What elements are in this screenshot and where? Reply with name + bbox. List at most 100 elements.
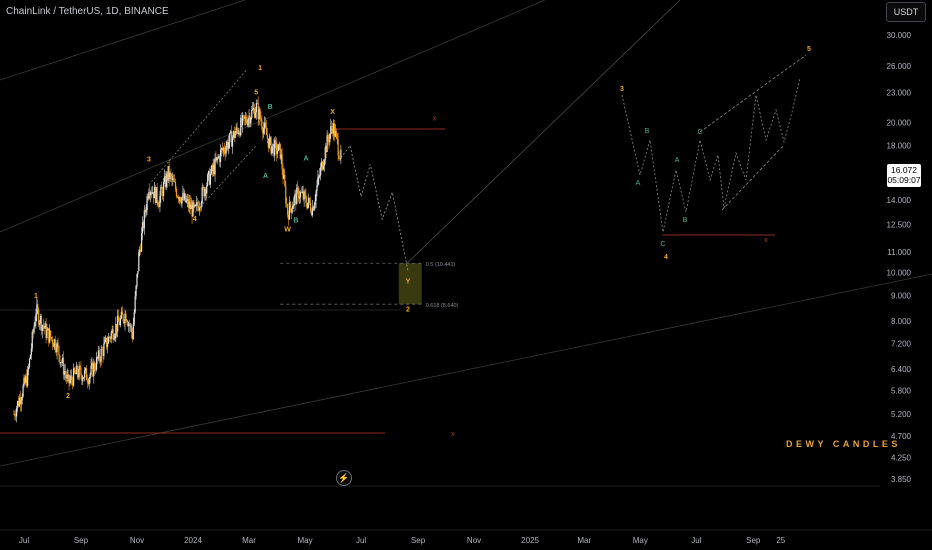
y-tick-label: 14.000 [887,196,912,205]
candle-body [39,323,41,325]
candle-body [275,140,277,142]
candle-body [305,194,307,203]
candle-body [53,339,55,347]
candle-body [94,363,96,370]
candle-body [87,381,89,384]
candle-body [48,328,50,343]
candle-body [18,397,21,406]
candle-body [248,115,250,120]
candle-body [169,172,171,179]
candle-body [98,350,100,360]
candle-body [234,133,236,138]
inset-wave-label: C [660,241,665,248]
candle-body [43,326,45,329]
candle-body [106,337,108,348]
candle-body [198,207,201,211]
candle-body [253,108,256,118]
candle-body [66,375,68,379]
candle-body [95,369,97,371]
inset-wave-label: A [636,180,641,187]
x-tick-label: 25 [776,536,785,545]
candle-body [291,208,293,213]
candle-body [230,131,233,147]
candle-body [38,309,40,325]
candle-body [335,131,337,135]
candle-body [227,142,229,149]
candle-body [20,400,22,405]
channel-line [148,69,247,186]
candle-body [292,205,294,209]
candle-body [67,374,69,376]
candle-body [286,203,288,205]
candle-body [108,337,111,338]
candle-body [223,147,225,152]
candle-body [267,138,269,148]
candle-body [25,376,27,383]
candle-body [288,202,291,220]
candle-body [158,205,160,207]
candle-body [149,192,151,196]
candle-body [334,131,336,137]
candle-body [254,112,257,118]
lightning-icon[interactable]: ⚡ [336,470,352,486]
candle-body [32,331,34,333]
candle-body [134,296,136,313]
candle-body [309,197,311,204]
candle-body [314,200,316,205]
last-price-tag: 16.072 05:09:07 [887,164,921,187]
candle-body [212,164,214,172]
candle-body [153,186,156,199]
candle-body [24,377,26,383]
candle-body [320,161,323,167]
candle-body [174,181,176,183]
candle-body [278,143,280,145]
y-tick-label: 3.850 [891,475,912,484]
candle-body [33,325,35,333]
projection-path [340,144,409,271]
candle-body [320,166,322,176]
candle-body [185,200,188,203]
candle-body [165,173,167,188]
candle-body [318,176,320,178]
candle-body [141,222,144,234]
candle-body [309,203,312,212]
x-tick-label: Sep [746,536,761,545]
target-zone [398,263,422,305]
candle-body [276,151,279,154]
candle-body [302,191,304,200]
candle-body [17,401,20,406]
candle-body [129,325,132,327]
symbol-title: ChainLink / TetherUS, 1D, BINANCE [6,6,169,17]
candle-body [273,143,275,156]
candle-body [157,201,159,206]
candle-body [236,127,238,130]
candle-body [265,127,268,136]
candle-body [103,343,105,357]
candle-body [71,375,73,380]
candle-body [115,323,117,336]
candle-body [95,356,98,370]
candle-body [132,324,134,340]
currency-button[interactable]: USDT [886,2,926,22]
x-tick-label: 2024 [184,536,202,545]
inset-wave-label: 4 [664,254,668,261]
candle-body [84,368,87,371]
candle-body [110,332,112,339]
candle-body [72,379,74,386]
candle-body [57,342,59,346]
candle-body [41,325,43,331]
fib-label: 0.618 (8.640) [426,303,459,309]
candle-body [221,148,223,151]
candle-body [206,185,208,194]
candle-body [336,134,338,139]
candle-body [64,370,66,375]
candle-body [151,192,154,194]
candle-body [106,343,109,348]
candle-body [45,323,47,338]
candle-body [247,119,249,126]
candle-body [202,187,204,189]
candle-body [201,187,203,204]
y-tick-label: 5.800 [891,386,912,395]
candle-body [61,362,63,364]
